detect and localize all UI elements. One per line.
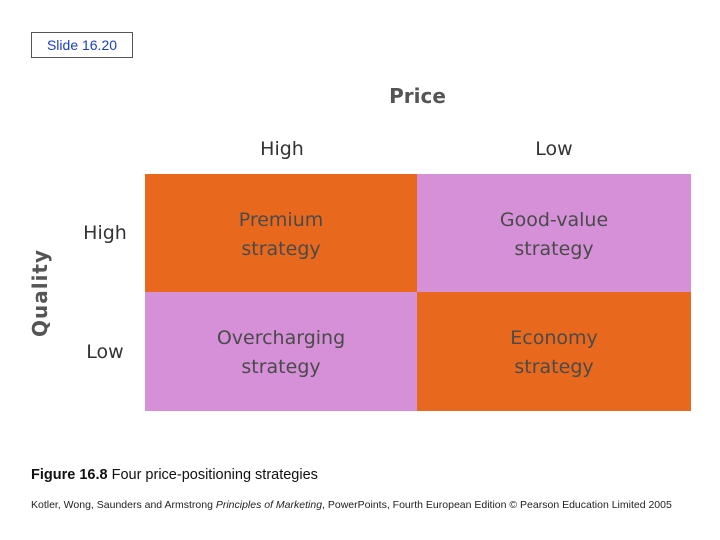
cell-line1: Premium bbox=[238, 209, 324, 231]
copyright-footer: Kotler, Wong, Saunders and Armstrong Pri… bbox=[31, 499, 672, 511]
quality-axis-title: Quality bbox=[28, 248, 52, 338]
figure-number: Figure 16.8 bbox=[31, 467, 108, 483]
footer-book-title: Principles of Marketing bbox=[215, 499, 323, 511]
figure-caption-text: Four price-positioning strategies bbox=[107, 467, 318, 483]
cell-line2: strategy bbox=[514, 356, 594, 378]
cell-line2: strategy bbox=[241, 238, 321, 260]
footer-authors: Kotler, Wong, Saunders and Armstrong bbox=[31, 499, 216, 511]
row-label-high-quality: High bbox=[83, 222, 127, 244]
cell-line1: Good-value bbox=[499, 209, 609, 231]
cell-line2: strategy bbox=[241, 356, 321, 378]
cell-line1: Overcharging bbox=[216, 327, 346, 349]
cell-overcharging-strategy: Overcharging strategy bbox=[145, 292, 417, 411]
cell-premium-strategy: Premium strategy bbox=[145, 174, 417, 292]
cell-good-value-strategy: Good-value strategy bbox=[417, 174, 691, 292]
cell-economy-strategy: Economy strategy bbox=[417, 292, 691, 411]
column-label-low-price: Low bbox=[535, 138, 573, 160]
cell-line1: Economy bbox=[510, 327, 598, 349]
cell-line2: strategy bbox=[514, 238, 594, 260]
price-axis-title: Price bbox=[389, 84, 446, 108]
column-label-high-price: High bbox=[260, 138, 304, 160]
strategy-matrix: Premium strategy Good-value strategy Ove… bbox=[145, 174, 691, 411]
footer-edition: , PowerPoints, Fourth European Edition ©… bbox=[322, 499, 672, 511]
figure-caption: Figure 16.8 Four price-positioning strat… bbox=[31, 467, 318, 483]
row-label-low-quality: Low bbox=[86, 341, 124, 363]
slide-number-label: Slide 16.20 bbox=[31, 32, 133, 58]
